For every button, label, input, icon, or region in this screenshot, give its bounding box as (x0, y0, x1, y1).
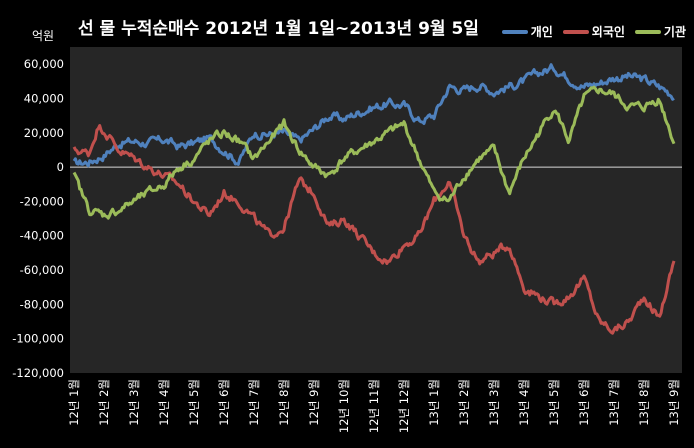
x-tick-label: 13년 3월 (487, 379, 501, 426)
y-tick-label: -120,000 (12, 366, 64, 380)
y-tick-label: 60,000 (24, 57, 64, 71)
x-tick-label: 12년 5월 (187, 379, 201, 426)
x-tick-label: 12년 9월 (307, 379, 321, 426)
legend-swatch-individual (501, 29, 528, 34)
plot-area (70, 47, 682, 373)
x-tick-label: 13년 9월 (667, 379, 681, 426)
x-tick-label: 12년 7월 (247, 379, 261, 426)
y-tick-label: -20,000 (20, 194, 64, 208)
x-tick-label: 12년 6월 (217, 379, 231, 426)
x-tick-label: 12년 10월 (337, 379, 351, 433)
y-tick-label: 20,000 (24, 126, 64, 140)
x-tick-label: 13년 4월 (517, 379, 531, 426)
x-tick-label: 13년 8월 (637, 379, 651, 426)
x-tick-label: 12년 8월 (277, 379, 291, 426)
x-tick-label: 12년 1월 (67, 379, 81, 426)
y-tick-label: 0 (57, 160, 64, 174)
x-tick-label: 13년 1월 (427, 379, 441, 426)
y-axis-unit: 억원 (32, 29, 55, 43)
chart-title: 선 물 누적순매수 2012년 1월 1일~2013년 9월 5일 (78, 19, 479, 39)
x-tick-label: 12년 2월 (97, 379, 111, 426)
legend-label-individual: 개인 (530, 25, 553, 39)
legend-item-foreign: 외국인 (562, 23, 625, 40)
x-tick-label: 13년 5월 (547, 379, 561, 426)
legend-item-institution: 기관 (634, 23, 686, 40)
series-line-individual (72, 63, 675, 168)
series-line-foreign (72, 124, 676, 335)
y-tick-label: -60,000 (20, 263, 64, 277)
x-tick-label: 13년 2월 (457, 379, 471, 426)
y-tick-label: 40,000 (24, 91, 64, 105)
legend: 개인 외국인 기관 (501, 23, 686, 40)
legend-label-institution: 기관 (663, 25, 686, 39)
legend-swatch-institution (634, 29, 661, 34)
y-tick-label: -80,000 (20, 297, 64, 311)
series-line-institution (72, 85, 676, 220)
x-tick-label: 12년 12월 (397, 379, 411, 433)
legend-item-individual: 개인 (501, 23, 553, 40)
x-tick-label: 12년 4월 (157, 379, 171, 426)
x-tick-label: 13년 6월 (577, 379, 591, 426)
x-tick-label: 12년 11월 (367, 379, 381, 433)
x-tick-label: 13년 7월 (607, 379, 621, 426)
legend-swatch-foreign (562, 29, 589, 34)
y-tick-label: -100,000 (12, 332, 64, 346)
y-tick-label: -40,000 (20, 229, 64, 243)
legend-label-foreign: 외국인 (591, 25, 625, 39)
x-tick-label: 12년 3월 (127, 379, 141, 426)
